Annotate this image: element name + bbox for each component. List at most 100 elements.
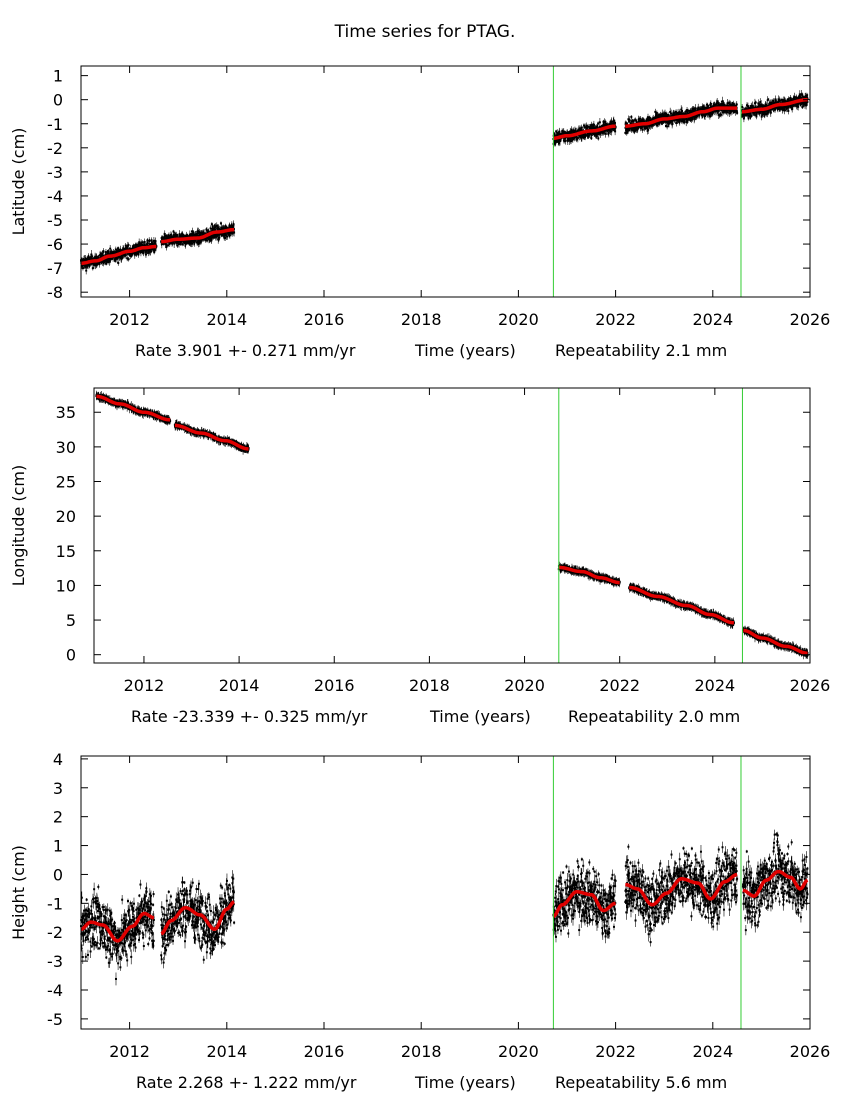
data-point <box>670 112 673 115</box>
data-point <box>799 97 802 100</box>
data-point <box>704 115 707 118</box>
data-point <box>570 140 573 143</box>
data-point <box>665 121 668 124</box>
data-point <box>767 98 770 101</box>
data-point <box>689 119 692 122</box>
data-point <box>707 107 710 110</box>
data-point <box>795 98 798 101</box>
data-point <box>106 253 109 256</box>
data-point <box>721 111 724 114</box>
x-tick-label: 2012 <box>109 310 150 329</box>
data-point <box>191 242 194 245</box>
figure-title: Time series for PTAG. <box>0 22 850 42</box>
data-point <box>610 130 613 133</box>
data-point <box>597 122 600 125</box>
data-point <box>647 116 649 119</box>
data-point <box>715 102 718 105</box>
data-point <box>169 233 172 236</box>
data-point <box>144 244 147 247</box>
data-point <box>137 244 140 247</box>
data-point <box>211 236 214 239</box>
rate-annotation: Rate 3.901 +- 0.271 mm/yr <box>135 341 356 360</box>
data-point <box>168 236 171 239</box>
data-point <box>557 140 560 143</box>
data-point <box>657 122 660 125</box>
data-point <box>116 257 119 260</box>
y-tick-label: -8 <box>47 283 63 302</box>
data-point <box>610 123 613 126</box>
data-point <box>113 258 116 261</box>
data-point <box>776 108 779 111</box>
data-point <box>670 120 673 123</box>
x-tick-label: 2018 <box>401 310 442 329</box>
data-point <box>695 116 698 119</box>
data-point <box>208 239 211 242</box>
data-point <box>664 120 667 123</box>
data-point <box>639 121 642 124</box>
data-point <box>171 241 174 244</box>
data-point <box>612 119 615 122</box>
data-point <box>654 110 657 113</box>
data-point <box>172 230 175 233</box>
data-point <box>570 130 573 133</box>
data-point <box>785 100 788 103</box>
data-point <box>117 247 120 250</box>
data-point <box>791 108 794 111</box>
data-point <box>558 142 561 145</box>
data-point <box>705 103 708 106</box>
data-point <box>587 125 590 128</box>
data-point <box>775 106 778 109</box>
data-point <box>626 131 629 134</box>
data-point <box>656 124 659 127</box>
data-point <box>176 234 179 237</box>
data-point <box>675 122 678 125</box>
data-point <box>649 124 652 127</box>
data-point <box>585 124 588 127</box>
data-point <box>579 134 582 137</box>
data-point <box>686 120 689 123</box>
data-point <box>144 253 147 256</box>
data-point <box>654 116 657 119</box>
data-point <box>761 110 764 113</box>
data-point <box>213 224 216 227</box>
data-point <box>114 248 117 251</box>
data-point <box>681 110 684 113</box>
data-point <box>124 254 127 257</box>
data-point <box>91 255 94 258</box>
data-point <box>628 128 631 131</box>
data-point <box>602 130 605 133</box>
data-point <box>84 257 87 260</box>
data-point <box>90 253 93 256</box>
data-point <box>140 242 143 245</box>
data-point <box>142 252 145 255</box>
x-tick-label: 2026 <box>790 310 831 329</box>
data-point <box>604 132 607 135</box>
data-point <box>786 104 789 107</box>
data-point <box>657 116 660 119</box>
data-point <box>693 117 696 120</box>
data-point <box>764 113 767 116</box>
data-point <box>580 128 583 131</box>
data-point <box>638 120 641 123</box>
data-point <box>594 133 597 136</box>
data-point <box>628 119 631 122</box>
data-point <box>152 239 155 242</box>
data-point <box>147 251 150 254</box>
data-point <box>717 102 720 105</box>
data-point <box>132 244 135 247</box>
data-point <box>683 119 686 122</box>
data-point <box>762 109 765 112</box>
data-point <box>114 259 117 262</box>
data-point <box>567 138 570 141</box>
data-point <box>230 224 233 227</box>
x-tick-label: 2022 <box>595 310 636 329</box>
data-point <box>126 246 129 249</box>
data-point <box>698 113 701 116</box>
data-point <box>153 251 156 254</box>
data-point <box>781 108 784 111</box>
data-point <box>219 222 222 225</box>
data-point <box>202 237 205 240</box>
data-point <box>630 128 633 131</box>
data-point <box>80 265 83 268</box>
data-point <box>792 104 795 107</box>
